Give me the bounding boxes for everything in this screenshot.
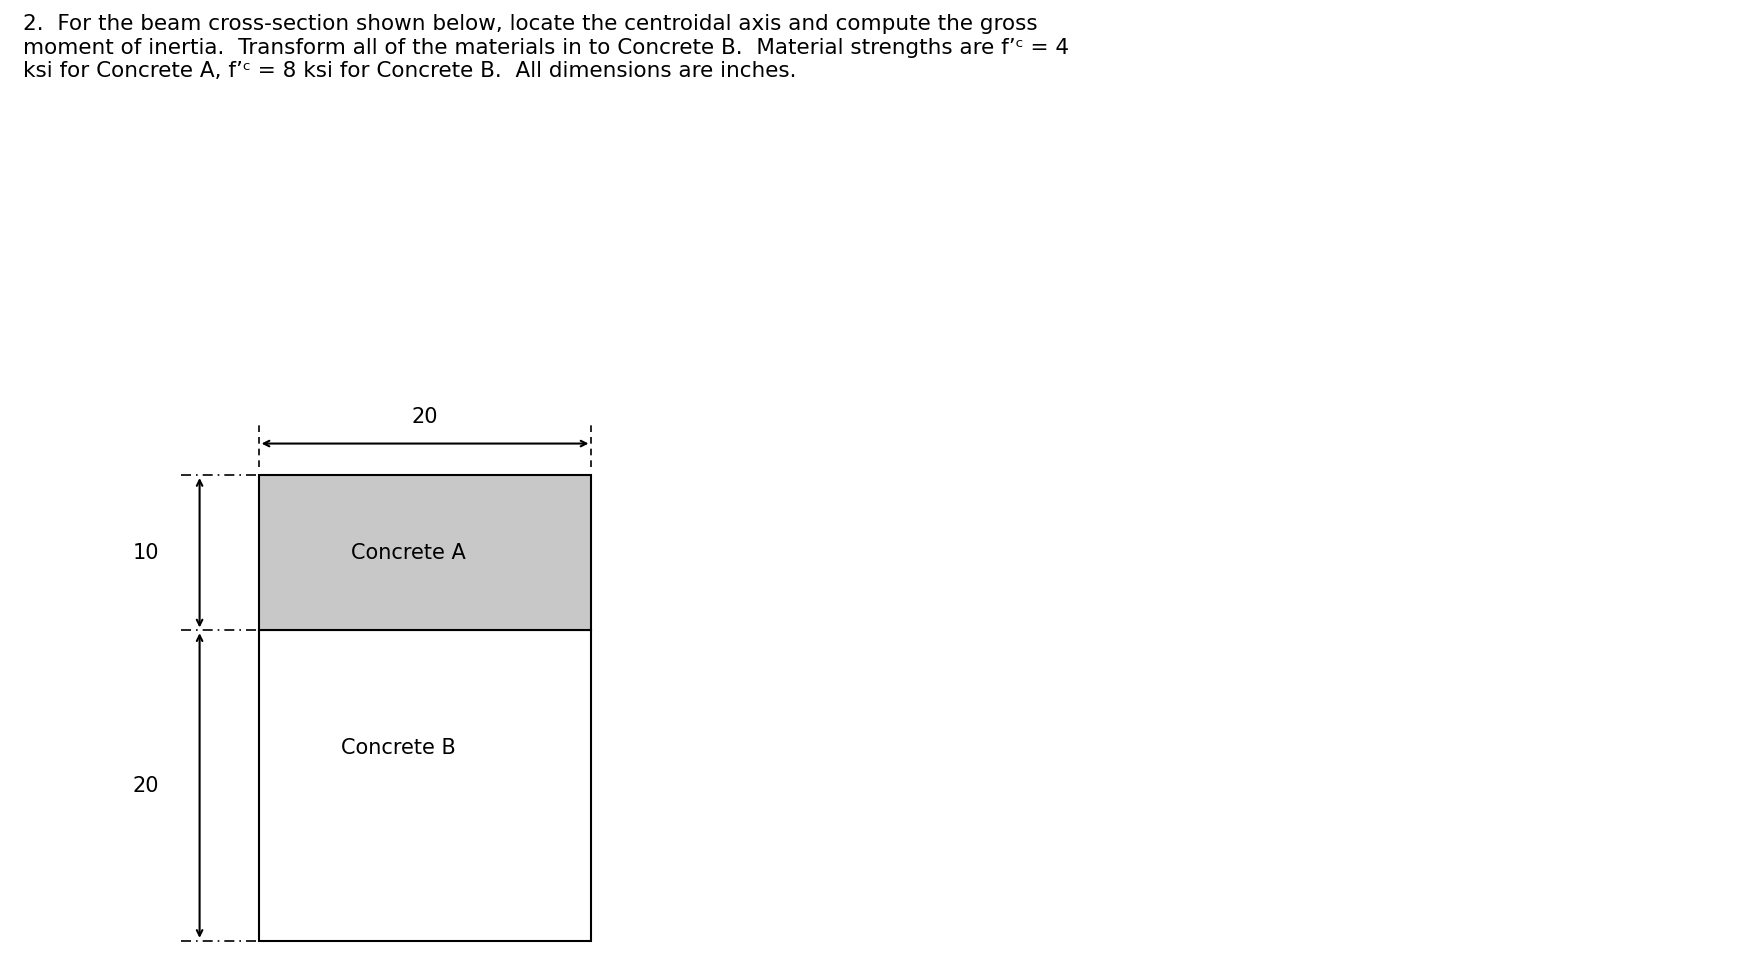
Text: Concrete B: Concrete B <box>341 739 456 759</box>
Text: 10: 10 <box>132 543 158 562</box>
Bar <box>259 475 591 630</box>
Text: 2.  For the beam cross-section shown below, locate the centroidal axis and compu: 2. For the beam cross-section shown belo… <box>23 14 1068 80</box>
Text: 20: 20 <box>412 407 438 427</box>
Text: Concrete A: Concrete A <box>350 543 466 562</box>
Text: 20: 20 <box>132 776 158 795</box>
Bar <box>259 630 591 941</box>
